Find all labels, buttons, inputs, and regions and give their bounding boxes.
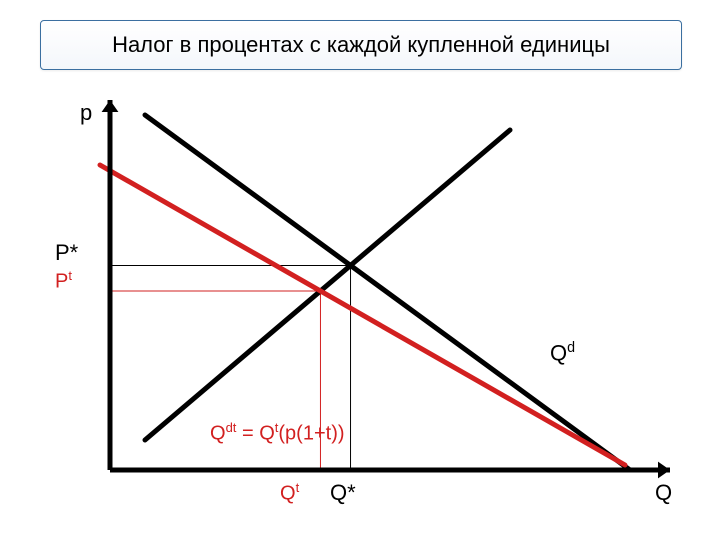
p-star-label: P* xyxy=(55,240,78,266)
q-t-label: Qt xyxy=(280,480,299,506)
taxed-demand-formula: Qdt = Qt(p(1+t)) xyxy=(210,420,345,446)
y-axis-label: p xyxy=(80,100,92,126)
q-star-label: Q* xyxy=(330,480,356,506)
economics-diagram xyxy=(0,0,720,540)
demand-curve-label: Qd xyxy=(550,340,575,366)
p-t-label: Pt xyxy=(55,268,72,294)
x-axis-label: Q xyxy=(655,480,672,506)
